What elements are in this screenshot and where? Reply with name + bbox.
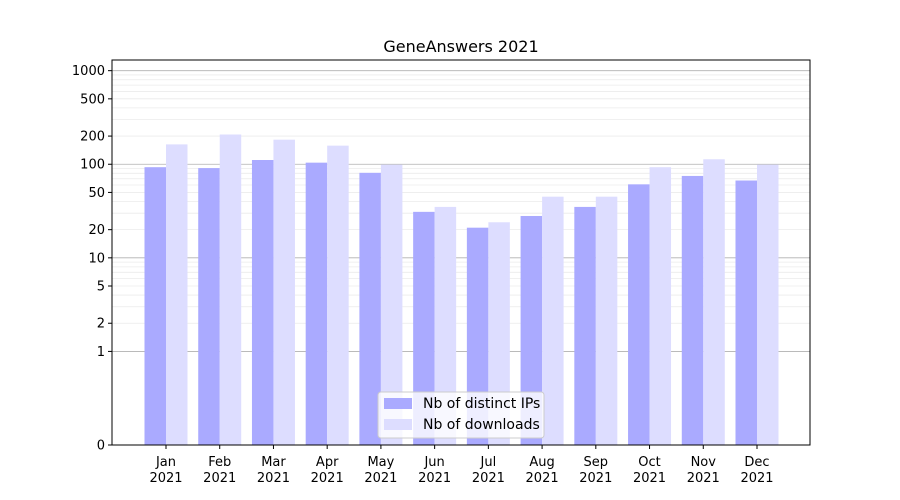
- bar-distinct-ips: [520, 215, 543, 445]
- x-tick-label-month: Apr: [316, 455, 339, 470]
- y-tick-label: 1: [97, 345, 105, 360]
- y-tick-label: 50: [88, 186, 105, 201]
- bar-distinct-ips: [305, 162, 328, 445]
- bar-distinct-ips: [413, 211, 435, 445]
- x-tick-label-month: Jan: [155, 455, 176, 470]
- y-tick-label: 0: [97, 439, 105, 454]
- y-tick-label: 20: [88, 223, 105, 238]
- bar-downloads: [649, 167, 672, 446]
- x-tick-label-month: Jun: [423, 455, 444, 470]
- legend-swatch: [384, 419, 412, 430]
- bar-distinct-ips: [144, 167, 166, 446]
- bar-downloads: [219, 134, 242, 445]
- bar-downloads: [380, 164, 403, 445]
- x-tick-label-year: 2021: [633, 471, 666, 486]
- bar-distinct-ips: [359, 172, 381, 445]
- bar-downloads: [757, 164, 779, 445]
- bar-distinct-ips: [198, 168, 220, 445]
- x-tick-label-year: 2021: [203, 471, 236, 486]
- x-tick-label-year: 2021: [472, 471, 505, 486]
- bar-distinct-ips: [251, 160, 274, 445]
- bar-downloads: [542, 196, 564, 445]
- x-tick-label-year: 2021: [687, 471, 720, 486]
- x-tick-label-year: 2021: [364, 471, 397, 486]
- legend-swatch: [384, 398, 412, 409]
- x-tick-label-year: 2021: [740, 471, 773, 486]
- bar-distinct-ips: [628, 184, 650, 445]
- y-tick-label: 500: [80, 92, 105, 107]
- legend-box: [377, 391, 545, 439]
- x-tick-label-year: 2021: [311, 471, 344, 486]
- legend-label: Nb of downloads: [423, 417, 540, 433]
- bar-distinct-ips: [735, 180, 757, 446]
- y-tick-label: 100: [80, 158, 105, 173]
- x-tick-label-year: 2021: [418, 471, 451, 486]
- x-tick-label-month: Mar: [261, 455, 286, 470]
- bar-downloads: [273, 139, 295, 445]
- bar-downloads: [166, 144, 188, 445]
- x-tick-label-month: Aug: [529, 455, 554, 470]
- x-tick-label-month: Jul: [480, 455, 497, 470]
- bar-distinct-ips: [574, 206, 596, 445]
- y-tick-label: 200: [80, 130, 105, 145]
- x-tick-label-year: 2021: [579, 471, 612, 486]
- bar-downloads: [703, 159, 725, 446]
- bar-distinct-ips: [466, 227, 489, 445]
- x-tick-label-month: May: [367, 455, 394, 470]
- y-tick-label: 10: [88, 251, 105, 266]
- x-tick-label-month: Nov: [691, 455, 717, 470]
- y-tick-label: 5: [97, 280, 105, 295]
- x-tick-label-month: Sep: [584, 455, 609, 470]
- chart-title: GeneAnswers 2021: [383, 37, 538, 56]
- x-tick-label-year: 2021: [149, 471, 182, 486]
- x-tick-label-year: 2021: [526, 471, 559, 486]
- legend: Nb of distinct IPs Nb of downloads: [377, 391, 545, 439]
- y-axis: 0 1 2 5 10 20 50 100 200 500 1000: [72, 64, 112, 454]
- y-tick-label: 2: [97, 317, 105, 332]
- x-tick-label-year: 2021: [257, 471, 290, 486]
- plot-frame: [111, 59, 811, 446]
- legend-label: Nb of distinct IPs: [423, 396, 540, 412]
- x-tick-label-month: Feb: [208, 455, 231, 470]
- x-axis: Jan2021Feb2021Mar2021Apr2021May2021Jun20…: [149, 445, 774, 486]
- y-tick-label: 1000: [72, 64, 105, 79]
- bar-downloads: [595, 196, 618, 445]
- bar-downloads: [488, 222, 510, 445]
- bars: [144, 134, 779, 446]
- bar-downloads: [327, 145, 349, 445]
- bar-distinct-ips: [681, 175, 704, 445]
- x-tick-label-month: Dec: [744, 455, 769, 470]
- x-tick-label-month: Oct: [638, 455, 660, 470]
- bar-downloads: [434, 206, 457, 445]
